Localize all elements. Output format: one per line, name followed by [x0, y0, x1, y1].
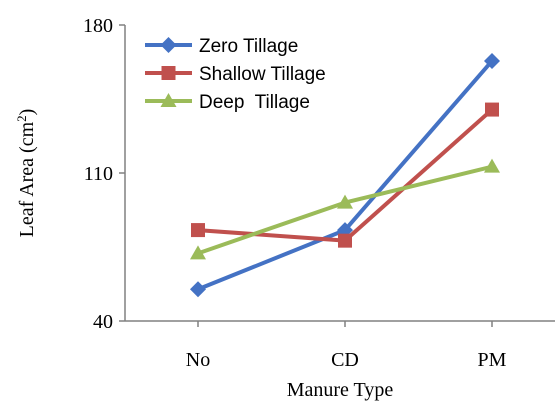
y-axis-title: Leaf Area (cm2) — [14, 109, 38, 238]
y-tick-label: 110 — [84, 163, 113, 185]
x-tick-label: PM — [478, 349, 507, 371]
legend-marker-1 — [160, 37, 177, 53]
data-point-marker — [190, 281, 206, 298]
data-point-marker — [484, 158, 500, 173]
legend: Zero Tillage Shallow Tillage Deep Tillage — [145, 36, 326, 113]
data-point-marker — [338, 233, 352, 248]
axes — [124, 25, 555, 322]
legend-label-1: Zero Tillage — [199, 36, 298, 57]
data-point-marker — [485, 102, 499, 117]
data-point-marker — [337, 194, 353, 209]
x-tick-label: No — [186, 349, 210, 371]
y-tick-label: 180 — [83, 15, 113, 37]
y-axis-title-text: Leaf Area (cm — [16, 121, 38, 237]
data-point-marker — [191, 223, 205, 238]
y-tick-label: 40 — [93, 311, 113, 333]
data-point-marker — [190, 245, 206, 260]
series-line-2 — [196, 107, 494, 243]
x-axis-title: Manure Type — [287, 379, 394, 401]
y-axis-title-close: ) — [16, 109, 38, 116]
series — [190, 52, 500, 298]
y-axis-title-superscript: 2 — [14, 115, 29, 122]
legend-label-3: Deep Tillage — [199, 92, 310, 113]
legend-label-2: Shallow Tillage — [199, 64, 326, 85]
y-ticks: 40 110 180 — [83, 15, 125, 333]
legend-marker-3 — [160, 93, 177, 107]
x-ticks: No CD PM — [186, 321, 507, 371]
x-tick-label: CD — [331, 349, 359, 371]
legend-marker-2 — [161, 66, 176, 80]
data-point-marker — [484, 52, 500, 69]
